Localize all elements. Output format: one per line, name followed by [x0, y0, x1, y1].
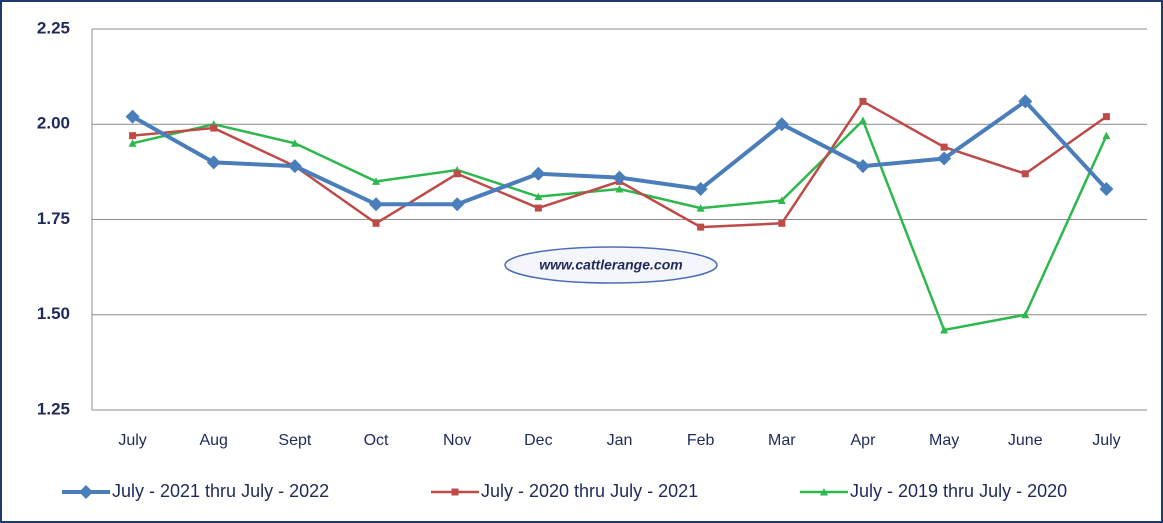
- point: [451, 488, 459, 496]
- point: [210, 124, 218, 132]
- point: [369, 197, 384, 212]
- point: [1021, 310, 1030, 319]
- x-tick-label: May: [929, 432, 959, 449]
- x-tick-label: Oct: [364, 432, 389, 449]
- point: [777, 196, 786, 204]
- y-tick-label: 1.75: [37, 209, 70, 228]
- point: [858, 116, 867, 124]
- point: [372, 219, 380, 227]
- point: [937, 151, 952, 166]
- point: [531, 166, 546, 181]
- point: [693, 182, 708, 197]
- point: [206, 155, 221, 170]
- point: [287, 159, 302, 174]
- point: [125, 109, 140, 124]
- x-tick-label: July: [1092, 432, 1120, 449]
- point: [820, 488, 828, 496]
- point: [696, 204, 705, 212]
- point: [615, 185, 624, 193]
- x-tick-label: June: [1008, 432, 1043, 449]
- point: [1102, 113, 1110, 121]
- point: [855, 159, 870, 174]
- point: [453, 170, 461, 178]
- legend-label: July - 2019 thru July - 2020: [850, 481, 1067, 501]
- point: [1102, 131, 1111, 140]
- y-tick-label: 2.25: [37, 18, 70, 37]
- point: [940, 143, 948, 151]
- point: [129, 132, 137, 140]
- legend-label: July - 2020 thru July - 2021: [481, 481, 698, 501]
- x-tick-label: Feb: [687, 432, 715, 449]
- point: [1018, 94, 1033, 109]
- series: [128, 116, 1111, 334]
- point: [128, 139, 137, 147]
- point: [774, 117, 789, 132]
- point: [450, 197, 465, 212]
- point: [534, 192, 543, 201]
- x-tick-label: Aug: [199, 432, 227, 449]
- watermark: www.cattlerange.com: [539, 257, 682, 273]
- x-tick-label: Sept: [278, 432, 311, 449]
- point: [534, 204, 542, 212]
- x-tick-label: Mar: [768, 432, 796, 449]
- point: [612, 170, 627, 185]
- series: [125, 94, 1114, 212]
- legend-label: July - 2021 thru July - 2022: [112, 481, 329, 501]
- y-tick-label: 2.00: [37, 114, 70, 133]
- point: [697, 223, 705, 231]
- y-tick-label: 1.50: [37, 304, 70, 323]
- x-tick-label: Nov: [443, 432, 471, 449]
- x-tick-label: Dec: [524, 432, 552, 449]
- point: [290, 139, 299, 147]
- point: [859, 97, 867, 105]
- point: [778, 219, 786, 227]
- x-tick-label: Apr: [851, 432, 877, 449]
- point: [372, 177, 381, 185]
- x-tick-label: Jan: [607, 432, 633, 449]
- y-tick-label: 1.25: [37, 399, 70, 418]
- point: [1021, 170, 1029, 178]
- point: [79, 485, 93, 499]
- watermark-oval: [504, 246, 718, 284]
- point: [1099, 182, 1114, 197]
- x-tick-label: July: [118, 432, 146, 449]
- point: [940, 325, 949, 334]
